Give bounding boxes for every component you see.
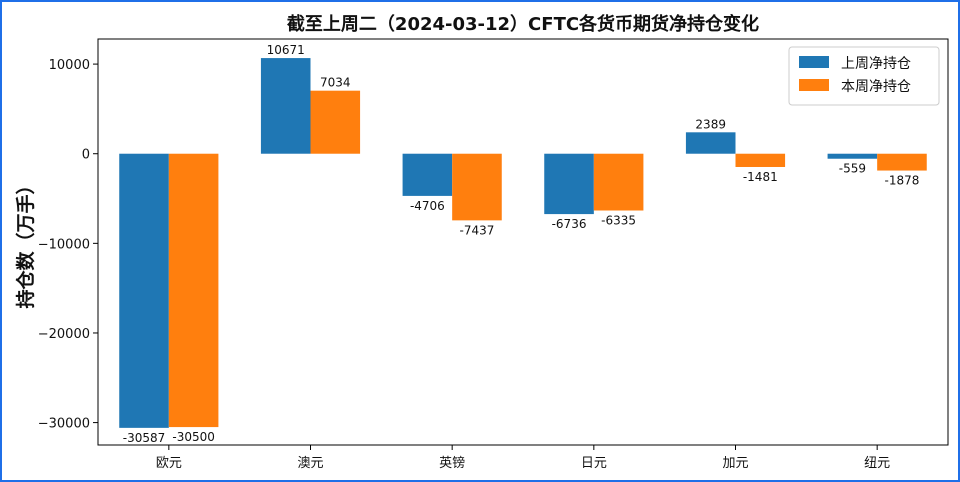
value-label-last-week-4: 2389	[695, 117, 726, 131]
value-label-this-week-4: -1481	[743, 170, 778, 184]
bar-last-week-2	[402, 153, 453, 196]
bar-this-week-3	[593, 153, 644, 211]
value-label-last-week-0: -30587	[123, 431, 166, 445]
value-label-last-week-2: -4706	[410, 199, 445, 213]
plot-frame	[97, 38, 949, 446]
y-axis-label: 持仓数（万手）	[14, 175, 37, 308]
legend-label-0: 上周净持仓	[841, 56, 911, 72]
bar-this-week-2	[452, 153, 502, 221]
y-tick-label: −20000	[38, 327, 90, 342]
bars-layer	[119, 58, 927, 428]
value-labels-layer: -30587 10671 -4706 -6736 2389 -559 -30500 7034 -…	[123, 43, 920, 445]
bar-last-week-3	[544, 153, 594, 215]
bar-last-week-1	[260, 58, 311, 154]
value-label-this-week-3: -6335	[601, 214, 636, 228]
x-tick-label: 日元	[581, 456, 607, 471]
bar-last-week-4	[685, 132, 736, 154]
value-label-last-week-1: 10671	[267, 43, 305, 57]
x-tick-label: 加元	[722, 456, 748, 471]
legend-swatch-0	[799, 56, 829, 68]
y-tick-label: −30000	[38, 417, 90, 432]
bar-this-week-4	[735, 153, 786, 167]
axes-layer: 10000 0 −10000 −20000 −30000 欧元 澳元 英镑 日元 加元 纽元	[38, 38, 949, 471]
y-tick-label: 10000	[49, 58, 90, 73]
value-label-last-week-5: -559	[839, 162, 866, 176]
x-tick-label: 英镑	[439, 455, 465, 471]
bar-this-week-5	[877, 153, 927, 171]
bar-last-week-0	[119, 153, 169, 428]
bar-last-week-5	[827, 153, 878, 159]
chart-title: 截至上周二（2024-03-12）CFTC各货币期货净持仓变化	[287, 13, 759, 35]
bar-this-week-1	[310, 90, 361, 154]
x-tick-label: 澳元	[297, 455, 323, 471]
value-label-this-week-0: -30500	[172, 430, 215, 444]
value-label-this-week-5: -1878	[885, 174, 920, 188]
value-label-last-week-3: -6736	[552, 217, 587, 231]
y-tick-label: −10000	[38, 237, 90, 252]
x-tick-label: 纽元	[864, 456, 890, 471]
value-label-this-week-1: 7034	[320, 76, 351, 90]
y-tick-label: 0	[82, 148, 90, 163]
x-tick-label: 欧元	[156, 456, 182, 471]
value-label-this-week-2: -7437	[460, 223, 495, 237]
legend-label-1: 本周净持仓	[841, 79, 911, 95]
legend-swatch-1	[799, 79, 829, 91]
bar-this-week-0	[168, 153, 219, 428]
